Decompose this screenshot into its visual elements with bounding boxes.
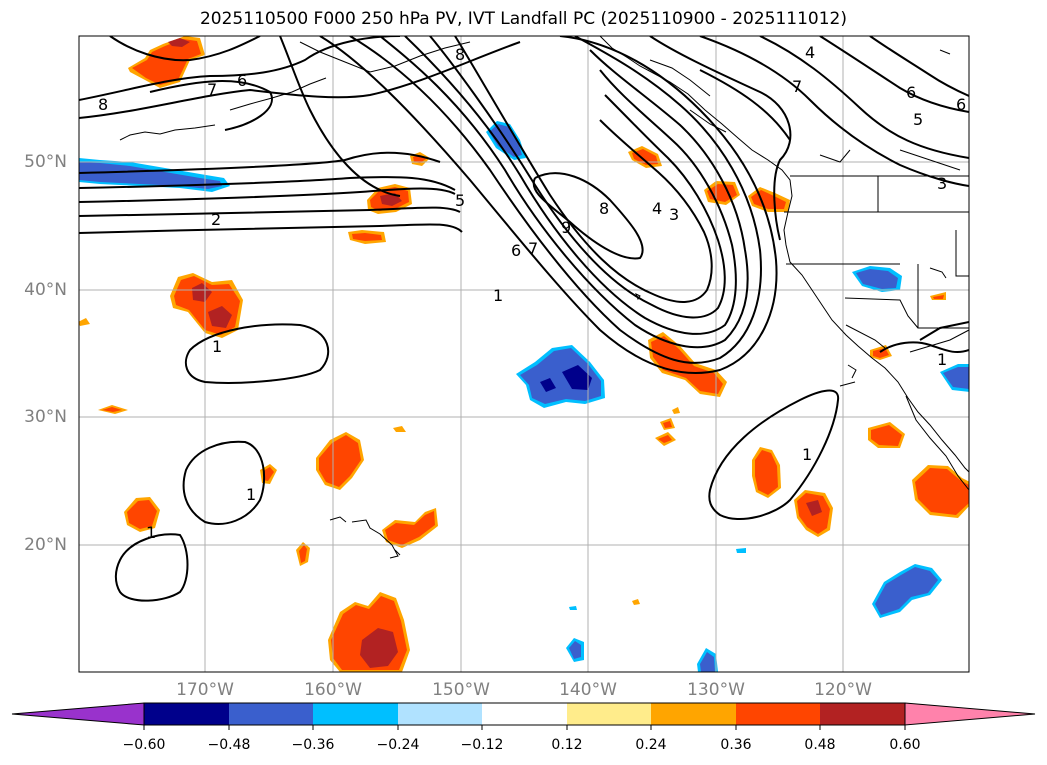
contour-1d [404, 36, 737, 335]
contour-7a [79, 151, 441, 174]
contour-6a [149, 80, 273, 131]
contour-label: 3 [669, 205, 679, 224]
colorbar-label: 0.60 [889, 737, 921, 753]
contour-east-e [649, 36, 792, 241]
lat-tick-label: 30°N [24, 407, 67, 427]
contour-label: 4 [652, 199, 662, 218]
colorbar-segment [820, 703, 905, 725]
contour-8 [79, 36, 401, 101]
contour-label: 9 [561, 218, 571, 237]
contour-label: 8 [98, 95, 108, 114]
map-plot-area: 8 7 6 8 4 7 6 5 6 3 5 2 9 8 4 3 6 7 1 1 … [79, 36, 969, 672]
contour-label: 7 [528, 239, 538, 258]
contour-label: 1 [802, 445, 812, 464]
contour-1-oval-d [708, 389, 840, 520]
contour-east-b [759, 36, 969, 159]
lon-tick-label: 170°W [176, 680, 234, 700]
colorbar-label: −0.12 [460, 737, 504, 753]
contour-label: 5 [455, 191, 465, 210]
lon-tick-label: 150°W [432, 680, 490, 700]
contour-west-a [109, 36, 261, 62]
colorbar-over-arrow [904, 702, 1036, 726]
colorbar-label: 0.48 [804, 737, 836, 753]
contour-2 [79, 223, 463, 234]
contour-label: 1 [212, 337, 222, 356]
contour-1-east [879, 341, 969, 354]
colorbar-label: 0.12 [551, 737, 583, 753]
contour-label: 1 [246, 485, 256, 504]
lon-tick-label: 130°W [687, 680, 745, 700]
colorbar-label: 0.24 [635, 737, 667, 753]
colorbar-segment [398, 703, 482, 725]
contour-label: 1 [493, 286, 503, 305]
colorbar-segment [482, 703, 567, 725]
contour-east-d [869, 36, 969, 97]
contour-1f [454, 36, 713, 303]
colorbar [11, 702, 1036, 730]
contour-label: 8 [455, 45, 465, 64]
lat-tick-label: 50°N [24, 152, 67, 172]
colorbar-under-arrow [11, 702, 145, 726]
lon-tick-label: 120°W [814, 680, 872, 700]
contour-label: 1 [146, 523, 156, 542]
map-title: 2025110500 F000 250 hPa PV, IVT Landfall… [199, 9, 847, 29]
positive-anomaly-shading [79, 36, 969, 672]
contour-1 [319, 36, 778, 374]
contour-label: 7 [792, 77, 802, 96]
contour-label: 6 [906, 83, 916, 102]
contour-4 [79, 187, 456, 203]
contour-1-oval-c [114, 533, 189, 602]
lon-tick-label: 160°W [304, 680, 362, 700]
negative-anomaly-shading [79, 121, 969, 672]
colorbar-segment [229, 703, 313, 725]
contour-6b [279, 36, 401, 197]
contour-label: 6 [956, 95, 966, 114]
colorbar-label: −0.60 [122, 737, 166, 753]
contour-east-c [819, 36, 969, 113]
contour-3 [79, 206, 461, 217]
contour-1c [379, 36, 749, 349]
contour-label: 1 [937, 350, 947, 369]
contour-east-f [699, 69, 791, 141]
contour-label: 8 [599, 199, 609, 218]
contour-9 [532, 172, 644, 260]
lon-tick-label: 140°W [559, 680, 617, 700]
contour-label: 6 [237, 71, 247, 90]
colorbar-label: 0.36 [720, 737, 752, 753]
contour-1e [429, 36, 726, 319]
pv-contours [79, 36, 969, 602]
colorbar-label: −0.36 [291, 737, 335, 753]
colorbar-segment [144, 703, 229, 725]
contour-label: 7 [207, 80, 217, 99]
colorbar-segment [313, 703, 398, 725]
lat-tick-label: 20°N [24, 535, 67, 555]
map-frame [78, 35, 970, 673]
colorbar-segment [567, 703, 651, 725]
contour-label: 5 [913, 110, 923, 129]
contour-1-oval-b [182, 440, 266, 525]
lat-tick-label: 40°N [24, 280, 67, 300]
coastlines [119, 36, 969, 559]
contour-1-oval-a [184, 323, 330, 384]
contour-labels: 8 7 6 8 4 7 6 5 6 3 5 2 9 8 4 3 6 7 1 1 … [98, 43, 966, 542]
contour-5 [79, 176, 456, 191]
colorbar-segment [736, 703, 820, 725]
contour-label: 4 [805, 43, 815, 62]
contour-label: 2 [211, 210, 221, 229]
contour-1b [349, 36, 762, 364]
colorbar-label: −0.24 [376, 737, 420, 753]
contour-label: 3 [937, 174, 947, 193]
contour-east-a [699, 36, 969, 187]
colorbar-segment [651, 703, 736, 725]
contour-1-east-b [919, 321, 969, 341]
contour-big [79, 41, 521, 119]
colorbar-label: −0.48 [207, 737, 251, 753]
graticule [79, 36, 969, 672]
contour-label: 6 [511, 241, 521, 260]
